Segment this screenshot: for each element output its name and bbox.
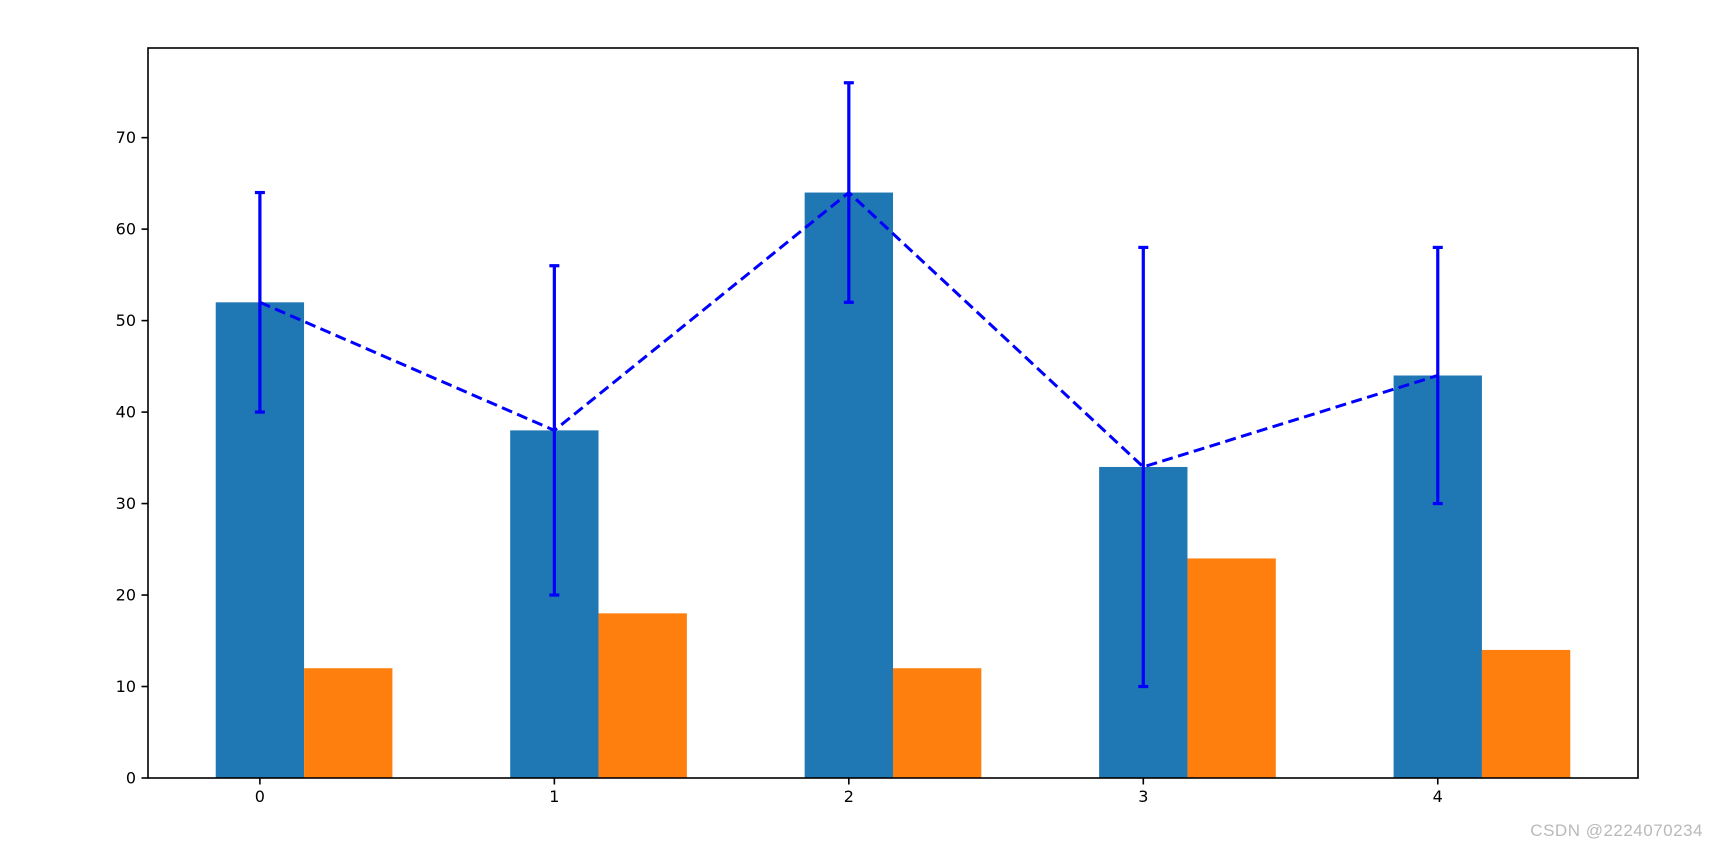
orange-bar: [1187, 558, 1276, 778]
y-tick-label: 50: [116, 311, 136, 330]
y-tick-label: 0: [126, 769, 136, 788]
y-tick-label: 70: [116, 128, 136, 147]
x-axis: 0 1 2 3 4: [255, 778, 1443, 806]
orange-bar: [1481, 649, 1571, 778]
errorbar-group: [254, 81, 1443, 689]
y-axis: 0 10 20 30 40 50 60 70: [116, 128, 148, 788]
csdn-watermark: CSDN @2224070234: [1530, 821, 1703, 840]
y-tick-label: 60: [116, 220, 136, 239]
orange-bar: [893, 668, 982, 778]
x-tick-label: 3: [1138, 787, 1148, 806]
orange-bar-series: [304, 558, 1571, 778]
axes-spines: [147, 47, 1639, 779]
y-tick-label: 10: [116, 677, 136, 696]
x-tick-label: 2: [844, 787, 854, 806]
y-tick-label: 40: [116, 403, 136, 422]
orange-bar: [304, 668, 393, 778]
y-tick-label: 30: [116, 494, 136, 513]
orange-bar: [598, 613, 687, 778]
x-tick-label: 4: [1433, 787, 1443, 806]
x-tick-label: 1: [549, 787, 559, 806]
x-tick-label: 0: [255, 787, 265, 806]
y-tick-label: 20: [116, 586, 136, 605]
